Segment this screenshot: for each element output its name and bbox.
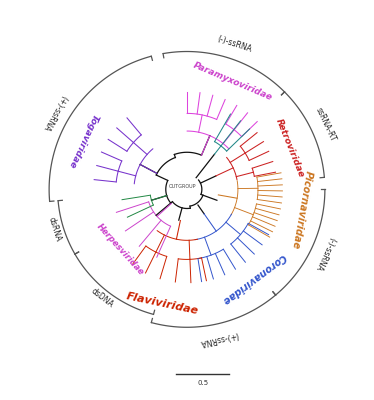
Text: Togaviridae: Togaviridae	[67, 112, 100, 170]
Text: Picornaviridae: Picornaviridae	[290, 170, 314, 250]
Text: (+)-ssRNA: (+)-ssRNA	[199, 330, 239, 347]
Text: Coronaviridae: Coronaviridae	[220, 251, 288, 306]
Text: (-)-ssRNA: (-)-ssRNA	[314, 236, 337, 272]
Text: (+)-ssRNA: (+)-ssRNA	[41, 94, 68, 132]
Text: Retroviridae: Retroviridae	[275, 117, 306, 178]
Text: (-)-ssRNA: (-)-ssRNA	[216, 34, 253, 54]
Text: Paramyxoviridae: Paramyxoviridae	[191, 61, 274, 103]
Text: 0.5: 0.5	[197, 380, 208, 386]
Text: ssRNA-RT: ssRNA-RT	[314, 106, 337, 143]
Text: dsRNA: dsRNA	[47, 216, 63, 243]
Text: OUTGROUP: OUTGROUP	[169, 184, 196, 189]
Text: Flaviviridae: Flaviviridae	[126, 291, 200, 316]
Text: dsDNA: dsDNA	[89, 286, 115, 310]
Text: Herpesviridae: Herpesviridae	[95, 222, 145, 277]
